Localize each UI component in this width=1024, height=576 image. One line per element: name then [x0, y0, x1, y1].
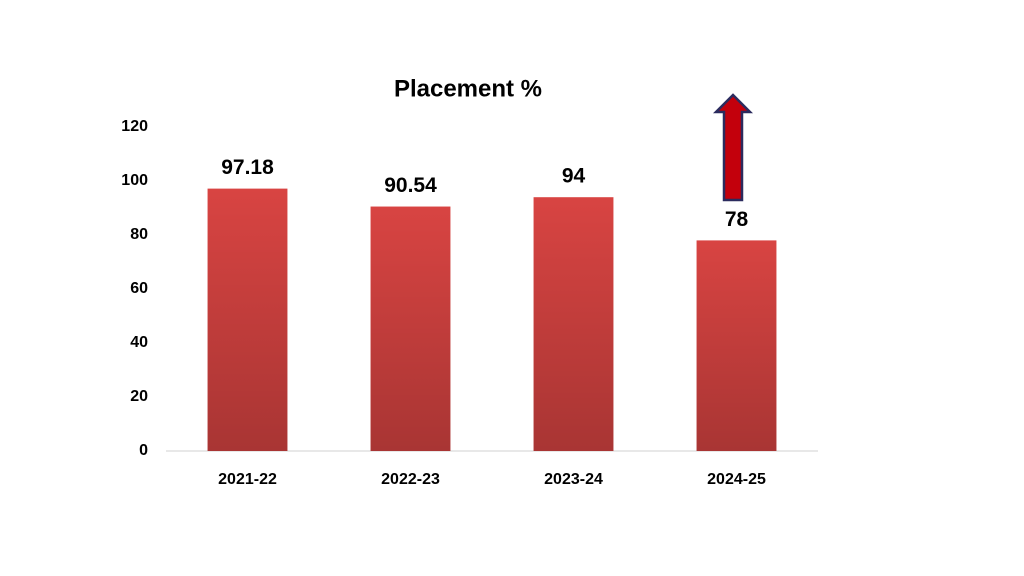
x-tick-label: 2024-25 [707, 471, 766, 488]
y-tick-label: 60 [130, 280, 148, 297]
y-tick-label: 120 [121, 118, 148, 135]
y-tick-label: 20 [130, 388, 148, 405]
bar-shade [696, 240, 777, 451]
arrow-shape [712, 93, 754, 202]
up-arrow [712, 93, 754, 202]
x-tick-label: 2021-22 [218, 471, 277, 488]
data-label: 78 [725, 208, 749, 231]
data-label: 90.54 [384, 174, 437, 197]
y-tick-label: 0 [139, 442, 148, 459]
x-tick-label: 2023-24 [544, 471, 603, 488]
chart-title: Placement % [394, 75, 542, 102]
y-tick-label: 40 [130, 334, 148, 351]
x-tick-label: 2022-23 [381, 471, 440, 488]
bar-shade [370, 206, 451, 451]
data-label: 94 [562, 165, 586, 188]
y-tick-label: 80 [130, 226, 148, 243]
y-tick-label: 100 [121, 172, 148, 189]
bar-shade [207, 188, 288, 451]
bar-shade [533, 197, 614, 451]
data-label: 97.18 [221, 156, 274, 179]
